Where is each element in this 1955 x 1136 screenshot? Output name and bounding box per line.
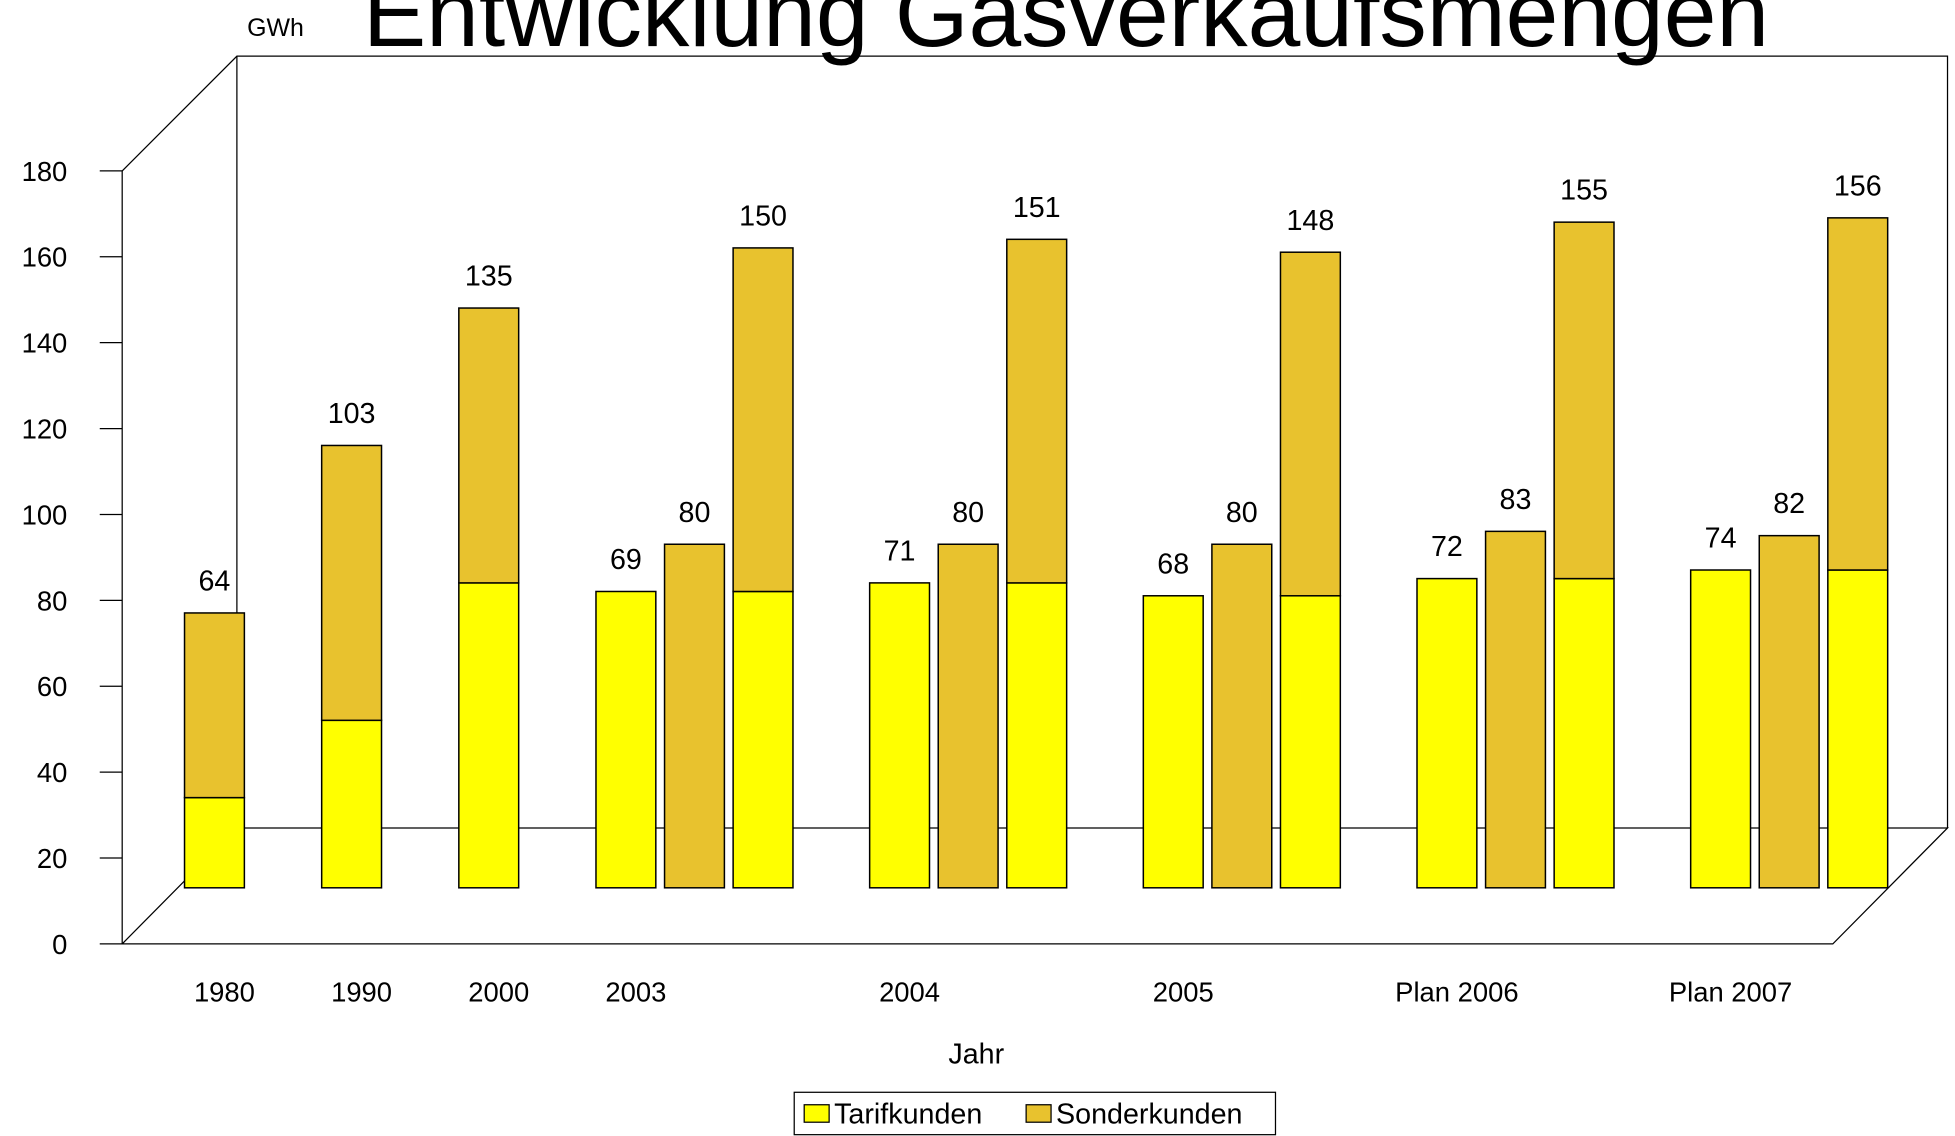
bar — [1279, 251, 1342, 597]
y-tick-label: 100 — [22, 499, 68, 530]
bar — [868, 582, 931, 889]
y-axis-title: GWh — [247, 14, 304, 42]
value-label: 155 — [1560, 175, 1608, 207]
legend-swatch — [1025, 1104, 1052, 1123]
bar — [1279, 595, 1342, 889]
chart-title: Entwicklung Gasverkaufsmengen — [363, 0, 1769, 67]
value-label: 103 — [328, 398, 376, 430]
x-tick-label: 2004 — [879, 976, 940, 1007]
value-label: 156 — [1834, 170, 1882, 202]
bar — [1142, 595, 1204, 889]
x-tick-label: 2003 — [605, 976, 666, 1007]
bar — [1484, 530, 1547, 889]
y-tick-label: 20 — [37, 843, 67, 874]
value-label: 74 — [1705, 523, 1737, 555]
bar — [183, 796, 246, 889]
bar — [595, 590, 657, 889]
bar — [183, 612, 246, 799]
bar — [1416, 577, 1478, 889]
x-tick-label: Plan 2006 — [1395, 976, 1518, 1007]
x-tick-label: Plan 2007 — [1669, 976, 1792, 1007]
bar — [1758, 534, 1820, 889]
bar — [937, 543, 999, 889]
value-label: 69 — [610, 544, 642, 576]
value-label: 151 — [1013, 192, 1061, 224]
y-tick-label: 40 — [37, 757, 67, 788]
bar — [732, 590, 794, 889]
value-label: 68 — [1157, 548, 1189, 580]
bar — [320, 444, 383, 722]
value-label: 72 — [1431, 531, 1463, 563]
value-label: 80 — [1226, 497, 1258, 529]
x-tick-label: 1990 — [331, 976, 392, 1007]
bar — [1211, 543, 1273, 889]
bar — [1553, 221, 1615, 580]
bar — [1553, 577, 1615, 889]
y-tick-label: 160 — [22, 242, 68, 273]
y-tick-label: 120 — [22, 414, 68, 445]
bar — [458, 582, 520, 889]
y-tick-label: 60 — [37, 671, 67, 702]
value-label: 71 — [884, 535, 916, 567]
value-label: 135 — [465, 261, 513, 293]
y-tick-label: 0 — [52, 929, 67, 960]
bar — [320, 719, 383, 889]
value-label: 83 — [1500, 484, 1532, 516]
legend-swatch — [803, 1104, 830, 1123]
value-label: 150 — [739, 200, 787, 232]
x-tick-label: 2000 — [468, 976, 529, 1007]
bar — [1006, 582, 1068, 889]
y-tick-label: 180 — [22, 156, 68, 187]
y-tick-label: 140 — [22, 328, 68, 359]
back-wall — [121, 55, 1949, 828]
value-label: 80 — [679, 497, 711, 529]
bar — [732, 247, 794, 593]
value-label: 80 — [952, 497, 984, 529]
bar — [458, 307, 520, 584]
value-label: 148 — [1286, 205, 1334, 237]
x-tick-label: 2005 — [1153, 976, 1214, 1007]
legend-label: Sonderkunden — [1056, 1098, 1242, 1130]
bar — [1827, 217, 1889, 571]
x-axis-title: Jahr — [948, 1039, 1004, 1071]
legend-label: Tarifkunden — [834, 1098, 982, 1130]
bar — [663, 543, 726, 889]
value-label: 82 — [1773, 488, 1805, 520]
x-tick-label: 1980 — [194, 976, 255, 1007]
bar — [1006, 238, 1068, 584]
bar — [1689, 569, 1752, 889]
value-label: 64 — [199, 566, 231, 598]
y-tick-label: 80 — [37, 585, 67, 616]
bar — [1827, 569, 1889, 889]
